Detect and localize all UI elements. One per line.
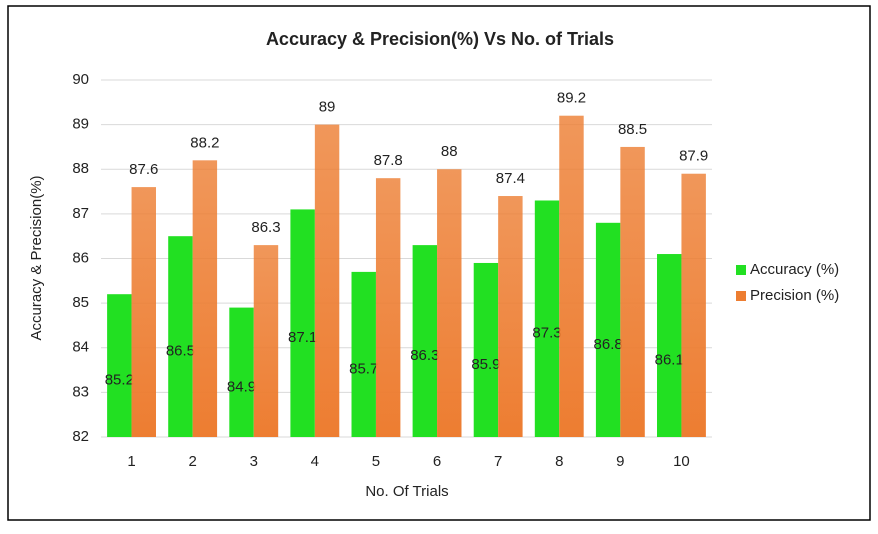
legend-swatch [736, 265, 746, 275]
y-tick-label: 84 [72, 339, 89, 356]
data-label: 86.8 [594, 336, 623, 353]
bar [351, 271, 376, 437]
x-tick-label: 10 [673, 453, 690, 470]
data-label: 88.2 [190, 134, 219, 151]
data-label: 86.1 [655, 351, 684, 368]
y-tick-label: 86 [72, 249, 89, 266]
y-tick-label: 88 [72, 160, 89, 177]
bar [620, 146, 645, 437]
y-tick-label: 82 [72, 428, 89, 445]
bar [412, 245, 438, 437]
x-tick-label: 2 [188, 453, 196, 470]
bar [498, 196, 523, 437]
data-label: 86.5 [166, 343, 195, 360]
legend-label: Accuracy (%) [750, 261, 839, 278]
data-label: 87.6 [129, 161, 158, 178]
y-tick-label: 89 [72, 116, 89, 133]
data-label: 87.3 [532, 325, 561, 342]
legend-label: Precision (%) [750, 287, 839, 304]
x-tick-label: 5 [372, 453, 380, 470]
data-label: 88.5 [618, 121, 647, 138]
data-label: 86.3 [410, 347, 439, 364]
bar [375, 178, 401, 438]
bar [290, 209, 315, 437]
data-label: 89.2 [557, 90, 586, 107]
data-label: 87.4 [496, 170, 525, 187]
data-label: 87.8 [374, 152, 403, 169]
x-axis-label: No. Of Trials [365, 483, 448, 500]
x-tick-label: 4 [311, 453, 319, 470]
bar [681, 173, 706, 437]
y-axis-label: Accuracy & Precision(%) [28, 175, 45, 340]
bar [437, 169, 462, 437]
data-label: 86.3 [251, 219, 280, 236]
x-tick-label: 1 [127, 453, 135, 470]
bar [559, 115, 584, 437]
x-tick-label: 3 [250, 453, 258, 470]
data-label: 87.1 [288, 329, 317, 346]
data-label: 85.2 [105, 372, 134, 389]
data-label: 87.9 [679, 148, 708, 165]
data-label: 85.7 [349, 360, 378, 377]
bar [107, 294, 132, 437]
data-label: 85.9 [471, 356, 500, 373]
x-tick-label: 9 [616, 453, 624, 470]
bar [229, 307, 254, 437]
data-label: 84.9 [227, 378, 256, 395]
bar [253, 245, 279, 437]
bar [473, 262, 499, 437]
x-tick-label: 6 [433, 453, 441, 470]
chart-title: Accuracy & Precision(%) Vs No. of Trials [266, 29, 614, 49]
bar [534, 200, 560, 437]
data-label: 89 [319, 99, 336, 116]
y-tick-label: 83 [72, 383, 89, 400]
bar [314, 124, 340, 437]
bar [168, 236, 193, 437]
bar [657, 254, 682, 437]
legend-swatch [736, 291, 746, 301]
x-tick-label: 7 [494, 453, 502, 470]
bar [595, 222, 621, 437]
data-label: 88 [441, 143, 458, 160]
y-tick-label: 85 [72, 294, 89, 311]
y-tick-label: 90 [72, 71, 89, 88]
y-tick-label: 87 [72, 205, 89, 222]
x-tick-label: 8 [555, 453, 563, 470]
bar [192, 160, 218, 437]
bar [131, 187, 156, 437]
